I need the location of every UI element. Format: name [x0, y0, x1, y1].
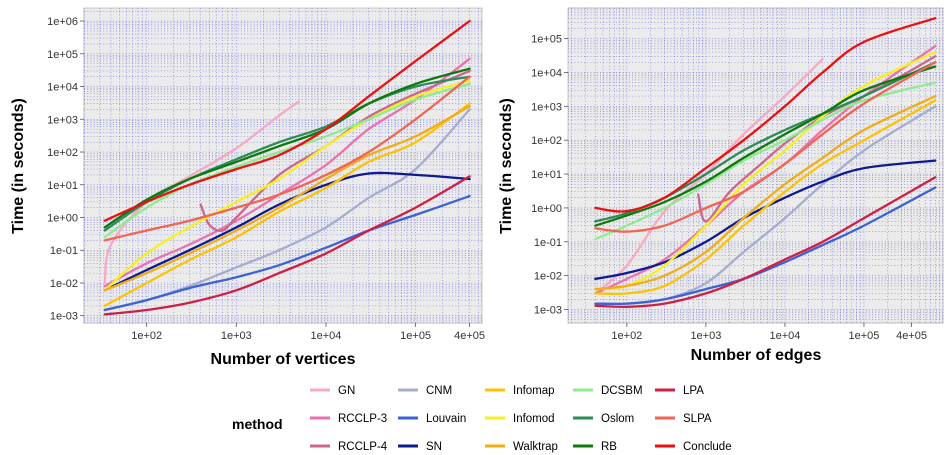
y-tick-label: 1e+01 — [531, 169, 562, 181]
series-line-infomod — [103, 79, 471, 292]
series-line-dcsbm — [594, 81, 937, 241]
legend-label-gn: GN — [338, 385, 355, 397]
series-line-gn — [103, 100, 301, 285]
y-tick-label: 1e-03 — [50, 311, 78, 323]
x-tick-label: 1e+02 — [131, 330, 162, 342]
series-line-slpa — [103, 75, 471, 242]
series-line-louvain — [103, 194, 471, 312]
legend-label-walktrap: Walktrap — [513, 441, 558, 453]
y-tick-label: 1e+00 — [531, 203, 562, 215]
series-line-rb — [594, 65, 937, 227]
legend-label-dcsbm: DCSBM — [601, 385, 643, 397]
x-tick-label: 1e+05 — [849, 330, 880, 342]
legend-label-sn: SN — [426, 441, 442, 453]
series-line-dcsbm — [103, 82, 471, 239]
legend: method GN RCCLP-3 RCCLP-4 CNM Louvain SN Infom… — [232, 385, 732, 453]
runtime-vs-edges-chart: 1e-03 1e-02 1e-01 1e+00 1e+01 1e+02 1e+03 1e+04… — [498, 7, 944, 364]
y-tick-label: 1e-01 — [534, 237, 562, 249]
x-axis-title: Number of vertices — [211, 351, 356, 368]
x-tick-label: 4e+05 — [896, 330, 927, 342]
tick-labels: 1e-03 1e-02 1e-01 1e+00 1e+01 1e+02 1e+03 1e+04… — [531, 34, 927, 342]
y-tick-label: 1e-02 — [50, 278, 78, 290]
y-tick-label: 1e+02 — [531, 135, 562, 147]
y-tick-label: 1e+00 — [47, 213, 78, 225]
y-tick-label: 1e-01 — [50, 245, 78, 257]
legend-label-oslom: Oslom — [601, 413, 634, 425]
legend-label-cnm: CNM — [426, 385, 452, 397]
x-tick-label: 1e+02 — [611, 330, 642, 342]
x-tick-label: 1e+04 — [311, 330, 342, 342]
legend-title: method — [232, 416, 283, 432]
y-tick-label: 1e-02 — [534, 271, 562, 283]
series-line-walktrap — [594, 94, 937, 291]
series-line-rcclp-4 — [199, 69, 471, 232]
x-tick-label: 4e+05 — [454, 330, 485, 342]
series-lines — [594, 17, 937, 309]
legend-label-infomod: Infomod — [513, 413, 555, 425]
y-tick-label: 1e+02 — [47, 147, 78, 159]
legend-label-rcclp-4: RCCLP-4 — [338, 441, 388, 453]
legend-label-rcclp-3: RCCLP-3 — [338, 413, 387, 425]
series-lines — [103, 19, 471, 316]
legend-label-infomap: Infomap — [513, 385, 555, 397]
legend-label-conclude: Conclude — [683, 441, 732, 453]
x-axis-title: Number of edges — [691, 347, 822, 364]
series-line-infomod — [594, 50, 937, 291]
x-tick-label: 1e+03 — [221, 330, 252, 342]
y-tick-label: 1e+04 — [531, 67, 562, 79]
series-line-infomap — [103, 102, 471, 308]
legend-label-rb: RB — [601, 441, 617, 453]
series-line-lpa — [103, 175, 471, 316]
y-tick-label: 1e-03 — [534, 305, 562, 317]
series-line-rb — [103, 67, 471, 229]
series-line-sn — [103, 171, 471, 292]
legend-label-slpa: SLPA — [683, 413, 712, 425]
series-line-lpa — [594, 176, 937, 309]
y-tick-label: 1e+05 — [47, 49, 78, 61]
y-tick-label: 1e+03 — [47, 114, 78, 126]
series-line-oslom — [103, 75, 471, 232]
y-tick-label: 1e+06 — [47, 16, 78, 28]
x-tick-label: 1e+05 — [400, 330, 431, 342]
tick-labels: 1e-03 1e-02 1e-01 1e+00 1e+01 1e+02 1e+03 1e+04… — [47, 16, 485, 342]
y-axis-title: Time (in seconds) — [10, 98, 27, 234]
x-tick-label: 1e+04 — [769, 330, 800, 342]
series-line-conclude — [594, 17, 937, 213]
y-tick-label: 1e+04 — [47, 82, 78, 94]
y-tick-label: 1e+03 — [531, 101, 562, 113]
y-tick-label: 1e+05 — [531, 34, 562, 46]
x-tick-label: 1e+03 — [690, 330, 721, 342]
series-line-walktrap — [103, 105, 471, 292]
series-line-slpa — [594, 61, 937, 233]
y-axis-title: Time (in seconds) — [498, 98, 515, 234]
series-line-conclude — [103, 19, 471, 222]
legend-label-louvain: Louvain — [426, 413, 466, 425]
series-line-infomap — [594, 99, 937, 296]
y-tick-label: 1e+01 — [47, 180, 78, 192]
legend-label-lpa: LPA — [683, 385, 704, 397]
runtime-vs-vertices-chart: 1e-03 1e-02 1e-01 1e+00 1e+01 1e+02 1e+03 1e+04… — [10, 7, 485, 368]
